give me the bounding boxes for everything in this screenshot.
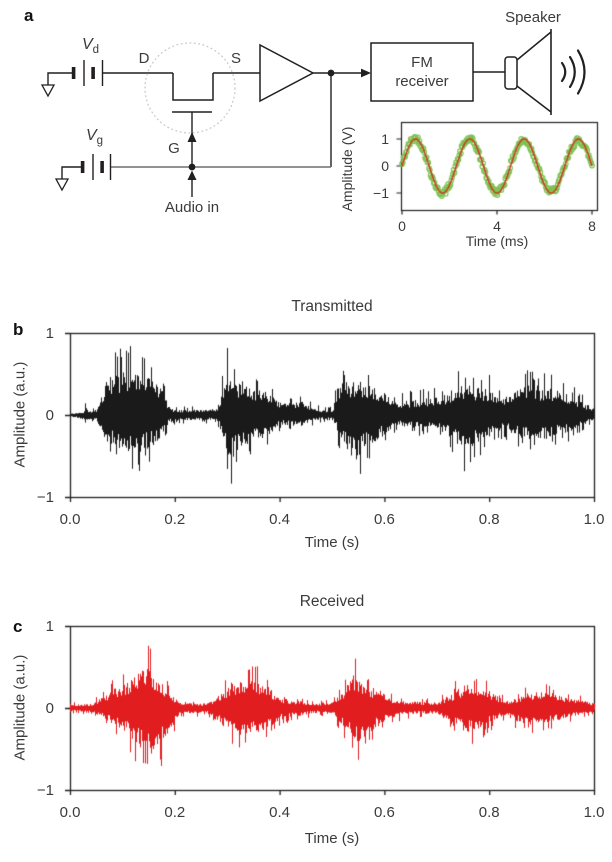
x-tick-label: 0.4 <box>269 511 291 528</box>
circuit-diagram: Vd D S G Vg <box>40 9 586 216</box>
x-tick-label: 0.0 <box>59 804 81 821</box>
audio-in-arrowhead-icon <box>187 170 197 180</box>
fm-receiver-label-line2: receiver <box>395 73 448 90</box>
ground-icon <box>54 178 70 192</box>
sound-waves-icon <box>560 49 586 95</box>
x-tick-label: 0.6 <box>373 804 395 821</box>
x-tick-label: 0.6 <box>373 511 395 528</box>
transmitted-x-axis-label: Time (s) <box>304 534 360 551</box>
panel-b-letter: b <box>13 320 24 339</box>
transmitted-title: Transmitted <box>291 298 373 315</box>
panel-c-letter: c <box>13 617 23 636</box>
battery-vd-icon <box>71 60 104 86</box>
x-tick-label: 0.8 <box>478 511 500 528</box>
speaker-label: Speaker <box>505 9 561 26</box>
x-tick-label: 0.2 <box>164 511 186 528</box>
x-tick-label: 0.4 <box>269 804 291 821</box>
panel-b-transmitted: b Transmitted Amplitude (a.u.) Time (s) … <box>0 296 612 566</box>
y-tick-label: 0 <box>45 407 54 424</box>
inset-y-axis-label: Amplitude (V) <box>339 126 355 212</box>
received-title: Received <box>299 593 365 610</box>
y-tick-label: −1 <box>36 782 54 799</box>
received-x-axis-label: Time (s) <box>304 830 360 847</box>
battery-vg-icon <box>80 154 112 180</box>
junction-dot <box>188 163 196 171</box>
gate-arrowhead-icon <box>187 132 197 142</box>
vd-label: Vd <box>82 36 99 56</box>
transistor-channel <box>172 73 214 101</box>
received-waveform-plot <box>62 618 606 802</box>
transmitted-waveform-plot <box>62 325 606 509</box>
inset-x-axis-label: Time (ms) <box>465 233 529 249</box>
fm-receiver-label-line1: FM <box>411 54 433 71</box>
y-tick-label: 0 <box>45 700 54 717</box>
ground-icon <box>40 84 56 98</box>
ground-wire-vg <box>61 166 81 179</box>
panel-c-received: c Received Amplitude (a.u.) Time (s) 0.0… <box>0 591 612 862</box>
inset-oscilloscope-plot <box>395 118 601 218</box>
ground-wire-vd <box>47 72 72 85</box>
arrowhead-icon <box>361 68 371 78</box>
panel-a-letter: a <box>24 6 34 25</box>
x-tick-label: 1.0 <box>583 511 605 528</box>
x-tick-label: 1.0 <box>583 804 605 821</box>
gate-terminal-label: G <box>168 140 180 157</box>
audio-in-label: Audio in <box>165 199 219 216</box>
fm-receiver-box <box>370 42 474 102</box>
vg-label: Vg <box>86 127 103 147</box>
drain-terminal-label: D <box>139 50 150 67</box>
x-tick-label: 0.0 <box>59 511 81 528</box>
y-tick-label: 1 <box>45 325 54 342</box>
speaker-icon <box>504 29 552 115</box>
x-tick-label: 0.8 <box>478 804 500 821</box>
y-tick-label: 1 <box>45 618 54 635</box>
amplifier-icon <box>259 43 315 103</box>
x-tick-label: 0.2 <box>164 804 186 821</box>
y-tick-label: −1 <box>36 489 54 506</box>
source-terminal-label: S <box>231 50 241 67</box>
transistor-outline-icon <box>144 42 236 134</box>
